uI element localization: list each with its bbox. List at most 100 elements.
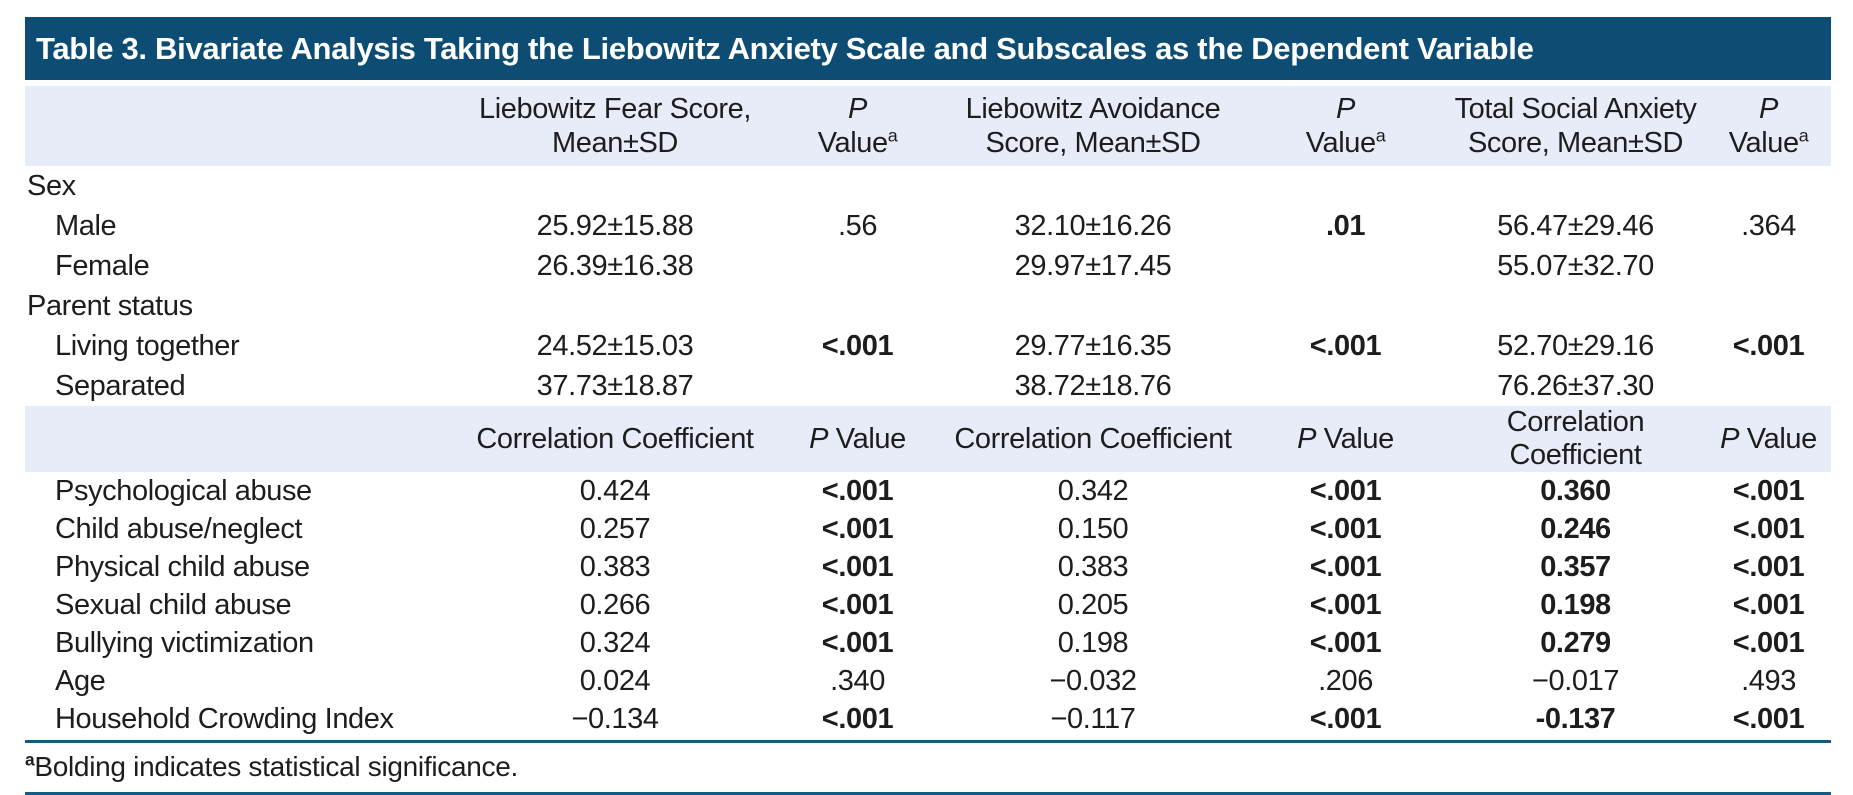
table-row-psychological-abuse: Psychological abuse 0.424 <.001 0.342 <.… — [25, 472, 1831, 510]
column-header-total-score: Total Social Anxiety Score, Mean±SD — [1445, 86, 1706, 166]
p-value-cell — [775, 166, 940, 206]
p-value-cell: <.001 — [1732, 588, 1805, 621]
p-value-cell — [1706, 366, 1831, 406]
p-value-cell: <.001 — [1732, 702, 1805, 735]
table-row-female: Female 26.39±16.38 29.97±17.45 55.07±32.… — [25, 246, 1831, 286]
column-header-fear-score: Liebowitz Fear Score, Mean±SD — [455, 86, 775, 166]
p-value-cell — [1246, 166, 1445, 206]
value-cell: 38.72±18.76 — [1014, 369, 1172, 402]
table-row-separated: Separated 37.73±18.87 38.72±18.76 76.26±… — [25, 366, 1831, 406]
subheader-correlation-coefficient: Correlation Coefficient — [455, 406, 775, 472]
p-value-cell: <.001 — [1309, 550, 1382, 583]
value-cell: 0.246 — [1540, 512, 1611, 545]
table-row-sexual-child-abuse: Sexual child abuse 0.266 <.001 0.205 <.0… — [25, 586, 1831, 624]
p-value-cell: <.001 — [821, 550, 894, 583]
value-cell — [455, 286, 775, 326]
table-row-living-together: Living together 24.52±15.03 <.001 29.77±… — [25, 326, 1831, 366]
p-value-cell: <.001 — [821, 329, 894, 362]
p-value-cell: .01 — [1325, 209, 1366, 242]
row-label: Living together — [55, 329, 240, 362]
p-value-cell: <.001 — [821, 474, 894, 507]
value-cell: 32.10±16.26 — [1014, 209, 1172, 242]
p-value-cell: <.001 — [1309, 702, 1382, 735]
row-label: Female — [55, 249, 150, 282]
value-cell: 76.26±37.30 — [1497, 369, 1654, 402]
p-value-cell: .206 — [1318, 664, 1373, 697]
footnote-marker: a — [25, 749, 35, 770]
p-value-cell — [775, 246, 940, 286]
value-cell: 0.198 — [1057, 626, 1129, 659]
column-header-p-value: P Valuea — [1706, 86, 1831, 166]
value-cell: 0.324 — [579, 626, 651, 659]
value-cell: 0.360 — [1540, 474, 1611, 507]
value-cell: 25.92±15.88 — [536, 209, 694, 242]
row-label: Household Crowding Index — [55, 702, 394, 735]
value-cell: 26.39±16.38 — [536, 249, 694, 282]
p-value-cell: <.001 — [821, 588, 894, 621]
value-cell: 0.383 — [579, 550, 651, 583]
row-label: Child abuse/neglect — [55, 512, 303, 545]
table-row-group-parent-status: Parent status — [25, 286, 1831, 326]
footnote-marker: a — [887, 125, 898, 146]
row-label: Separated — [55, 369, 186, 402]
value-cell: 0.357 — [1540, 550, 1611, 583]
value-cell: 55.07±32.70 — [1497, 249, 1654, 282]
p-value-cell: <.001 — [1732, 512, 1805, 545]
table-row-group-sex: Sex — [25, 166, 1831, 206]
table-title: Table 3. Bivariate Analysis Taking the L… — [36, 30, 1534, 66]
value-cell: 0.205 — [1057, 588, 1129, 621]
row-label: Male — [55, 209, 117, 242]
table-row-child-abuse-neglect: Child abuse/neglect 0.257 <.001 0.150 <.… — [25, 510, 1831, 548]
value-cell: −0.117 — [1050, 702, 1136, 735]
footnote-text: Bolding indicates statistical significan… — [34, 751, 518, 782]
value-cell: 0.342 — [1057, 474, 1129, 507]
value-cell: 0.279 — [1540, 626, 1611, 659]
value-cell: 0.424 — [579, 474, 651, 507]
row-label: Psychological abuse — [55, 474, 312, 507]
subheader-correlation-coefficient: Correlation Coefficient — [940, 406, 1246, 472]
row-label: Physical child abuse — [55, 550, 310, 583]
p-value-cell — [775, 366, 940, 406]
subheader-p-value: P Value — [1706, 406, 1831, 472]
p-value-cell: .340 — [830, 664, 885, 697]
value-cell — [940, 166, 1246, 206]
value-cell: 0.150 — [1057, 512, 1129, 545]
p-value-cell: .56 — [837, 209, 878, 242]
p-value-cell: <.001 — [1732, 550, 1805, 583]
column-header-empty — [25, 86, 455, 166]
value-cell: 52.70±29.16 — [1497, 329, 1654, 362]
subheader-correlation-coefficient: Correlation Coefficient — [1445, 406, 1706, 472]
value-cell — [1445, 166, 1706, 206]
p-value-cell — [1706, 166, 1831, 206]
value-cell: 0.266 — [579, 588, 651, 621]
value-cell: −0.017 — [1531, 664, 1620, 697]
column-header-p-value: P Valuea — [1246, 86, 1445, 166]
column-header-p-value: P Valuea — [775, 86, 940, 166]
p-value-cell — [1246, 366, 1445, 406]
value-cell: −0.134 — [571, 702, 659, 735]
value-cell: 0.257 — [579, 512, 651, 545]
p-value-cell: <.001 — [1309, 588, 1382, 621]
table-title-bar: Table 3. Bivariate Analysis Taking the L… — [25, 17, 1831, 80]
p-value-cell: <.001 — [1309, 626, 1382, 659]
p-value-cell: <.001 — [1732, 474, 1805, 507]
value-cell — [1445, 286, 1706, 326]
p-value-cell: <.001 — [821, 626, 894, 659]
row-label: Parent status — [27, 289, 193, 322]
subheader-p-value: P Value — [1246, 406, 1445, 472]
value-cell: −0.032 — [1049, 664, 1137, 697]
row-label: Sexual child abuse — [55, 588, 292, 621]
header-row: Liebowitz Fear Score, Mean±SD P Valuea L… — [25, 86, 1831, 166]
table-row-bullying-victimization: Bullying victimization 0.324 <.001 0.198… — [25, 624, 1831, 662]
table-row-age: Age 0.024 .340 −0.032 .206 −0.017 .493 — [25, 662, 1831, 700]
p-value-cell — [1246, 286, 1445, 326]
p-value-cell: <.001 — [1309, 474, 1382, 507]
p-value-cell — [775, 286, 940, 326]
row-label: Bullying victimization — [55, 626, 314, 659]
p-value-cell: <.001 — [821, 512, 894, 545]
table-row-male: Male 25.92±15.88 .56 32.10±16.26 .01 56.… — [25, 206, 1831, 246]
footnote-marker: a — [1375, 125, 1386, 146]
p-value-cell — [1246, 246, 1445, 286]
p-value-cell: <.001 — [1309, 512, 1382, 545]
value-cell: 0.024 — [579, 664, 651, 697]
